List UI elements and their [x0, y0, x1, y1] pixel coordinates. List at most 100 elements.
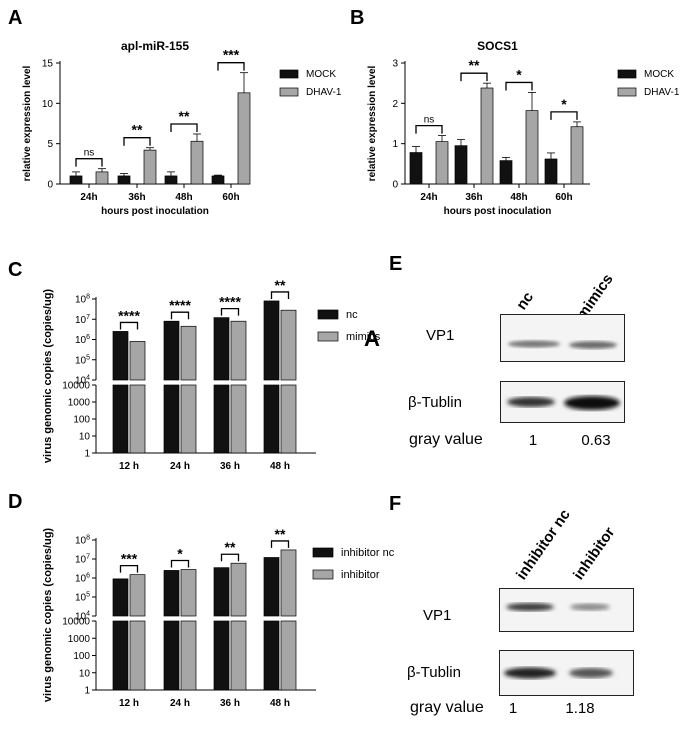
sig-label: **** — [219, 294, 241, 310]
legend-label: mimics — [346, 331, 381, 343]
bar-inhibitor — [280, 549, 297, 617]
bar-inhibitor-nc — [263, 557, 280, 617]
bar-lower-mimics — [129, 384, 146, 454]
bar-lower-nc — [163, 384, 180, 454]
sig-label: * — [516, 66, 522, 82]
y-tick-label: 0 — [47, 180, 53, 191]
sig-label: ns — [84, 148, 95, 159]
y-tick-label: 1 — [392, 139, 398, 150]
sig-bracket — [75, 158, 103, 167]
legend-label: MOCK — [306, 69, 336, 80]
legend-label: DHAV-1 — [644, 87, 680, 98]
legend-swatch — [617, 87, 637, 97]
bar-lower-mimics — [230, 384, 247, 454]
y-tick-label: 10 — [79, 432, 91, 443]
sig-label: ** — [225, 539, 236, 555]
blot-image-tublin-f — [499, 650, 634, 696]
bar-mimics — [129, 341, 146, 381]
sig-label: ns — [424, 115, 435, 126]
x-tick-label: 24h — [420, 192, 437, 203]
legend-swatch — [279, 87, 299, 97]
bar-nc — [112, 331, 129, 381]
sig-label: ** — [132, 122, 143, 138]
charts-layer: 05101524hns36h**48h**60h***apl-miR-155ho… — [22, 39, 680, 709]
sig-bracket — [170, 123, 198, 132]
sig-label: **** — [118, 307, 140, 323]
chart-c: 1 10 100 1000 10000 12 h **** 24 h **** 36 h **** 4… — [42, 277, 381, 472]
blot-image-vp1-e — [500, 314, 625, 362]
bar-mock — [69, 175, 83, 185]
x-axis-label: hours post inoculation — [444, 206, 552, 217]
x-tick-label: 48 h — [270, 461, 290, 472]
legend-swatch — [279, 69, 299, 79]
x-tick-label: 24h — [80, 192, 97, 203]
bar-dhav-1 — [570, 126, 584, 185]
blot-row-label-vp1-f: VP1 — [423, 607, 452, 624]
y-tick-label: 106 — [75, 573, 90, 585]
bar-nc — [213, 317, 230, 381]
y-tick-label: 100 — [73, 415, 90, 426]
bar-inhibitor — [230, 562, 247, 617]
sig-label: ** — [275, 277, 286, 293]
blot-row-label-tublin: β-Tublin — [408, 394, 462, 411]
x-tick-label: 48 h — [270, 698, 290, 709]
sig-label: **** — [169, 297, 191, 313]
sig-bracket — [220, 307, 240, 316]
sig-bracket — [460, 72, 488, 82]
y-tick-label: 1 — [84, 686, 90, 697]
y-tick-label: 5 — [47, 139, 53, 150]
bar-mock — [544, 158, 558, 185]
bar-lower-nc — [112, 384, 129, 454]
bar-inhibitor-nc — [213, 567, 230, 617]
legend-label: inhibitor nc — [341, 547, 395, 559]
x-tick-label: 36 h — [220, 461, 240, 472]
sig-label: ** — [179, 108, 190, 124]
gray-value-label-e: gray value — [409, 431, 483, 448]
bar-inhibitor-nc — [112, 578, 129, 617]
legend-swatch — [617, 69, 637, 79]
bar-lower-nc — [263, 384, 280, 454]
sig-bracket — [415, 124, 443, 134]
chart-a: 0 5 10 15 24h ns 36h ** 48h ** 60h *** apl-miR-155 ho… — [22, 39, 342, 217]
panel-letter-e: E — [389, 253, 402, 275]
y-tick-label: 10 — [42, 99, 54, 110]
bar-lower-nc — [213, 384, 230, 454]
gray-value-mimics: 0.63 — [581, 432, 611, 449]
y-tick-label: 0 — [392, 180, 398, 191]
sig-bracket — [119, 565, 139, 573]
sig-bracket — [270, 291, 290, 299]
stray-letter-a: A — [364, 326, 380, 351]
y-tick-label: 106 — [75, 334, 90, 346]
sig-label: ** — [469, 57, 480, 73]
bar-inhibitor-nc — [163, 570, 180, 617]
x-tick-label: 60h — [555, 192, 572, 203]
x-tick-label: 36h — [128, 192, 145, 203]
x-tick-label: 36 h — [220, 698, 240, 709]
chart-d: 1 10 100 1000 10000 12 h *** 24 h * 36 h ** 48 h ** v… — [42, 526, 395, 709]
y-axis-label: virus genomic copies (copies/ug) — [42, 289, 54, 464]
x-tick-label: 36h — [465, 192, 482, 203]
bar-inhibitor — [180, 569, 197, 617]
sig-bracket — [505, 81, 533, 91]
bar-lower-inhibitor — [180, 620, 197, 691]
x-tick-label: 60h — [222, 192, 239, 203]
panel-letter-c: C — [8, 259, 22, 281]
bar-lower-inhibitor — [129, 620, 146, 691]
x-tick-label: 12 h — [119, 698, 139, 709]
chart-b: 0 1 2 3 24h ns 36h ** 48h * 60h * SOCS1 hours post in… — [367, 39, 680, 217]
bar-nc — [263, 300, 280, 381]
panel-letter-f: F — [389, 493, 401, 515]
bar-mock — [499, 160, 513, 185]
x-tick-label: 24 h — [170, 461, 190, 472]
bar-dhav-1 — [95, 171, 109, 185]
bar-dhav-1 — [143, 149, 157, 185]
y-tick-label: 108 — [75, 294, 90, 306]
y-axis-label: virus genomic copies (copies/ug) — [42, 528, 54, 703]
blot-row-label-vp1: VP1 — [426, 327, 455, 344]
x-tick-label: 48h — [510, 192, 527, 203]
bar-lower-inhibitor-nc — [263, 620, 280, 691]
legend-label: inhibitor — [341, 569, 380, 581]
bar-mock — [454, 145, 468, 185]
panel-letter-b: B — [350, 7, 364, 29]
panel-letter-d: D — [8, 491, 22, 513]
